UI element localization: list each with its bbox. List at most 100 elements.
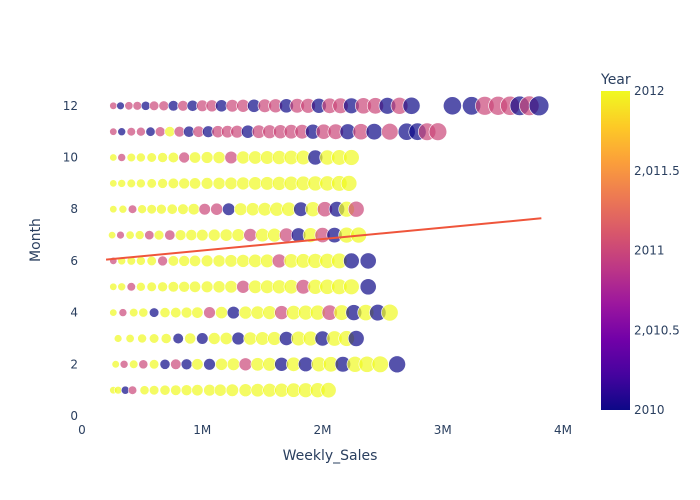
data-point (255, 331, 270, 346)
data-point (144, 230, 155, 241)
data-point (340, 175, 358, 192)
data-point (167, 151, 179, 164)
data-point (118, 308, 128, 317)
data-point (178, 177, 190, 190)
data-point (250, 383, 265, 398)
data-point (118, 204, 128, 214)
data-point (164, 229, 176, 241)
y-axis: 0 2 4 6 8 10 12 (63, 99, 78, 423)
data-point (117, 127, 126, 136)
data-point (125, 230, 135, 240)
data-point (167, 281, 179, 293)
data-point (347, 330, 365, 347)
data-point (126, 127, 136, 137)
data-point (149, 333, 160, 344)
y-axis-title: Month (28, 218, 44, 262)
y-tick-label: 2 (70, 357, 78, 371)
data-point (212, 151, 226, 164)
data-point (428, 122, 448, 141)
data-point (238, 305, 253, 320)
data-point (137, 333, 147, 344)
data-point (132, 101, 143, 111)
data-point (149, 359, 160, 370)
x-tick-label: 2M (314, 423, 332, 437)
data-point (108, 231, 117, 240)
data-point (381, 122, 399, 141)
data-point (238, 357, 253, 372)
data-point (109, 308, 118, 317)
data-point (191, 358, 204, 371)
data-point (236, 279, 250, 294)
data-point (365, 123, 383, 141)
data-point (347, 200, 365, 218)
y-tick-label: 12 (63, 99, 78, 113)
data-point (146, 281, 157, 292)
data-point (154, 126, 166, 137)
data-point (180, 306, 193, 319)
data-point (136, 256, 146, 266)
data-point (200, 177, 214, 190)
colorbar-tick-label: 2,010.5 (634, 323, 680, 337)
data-point (359, 252, 377, 270)
data-point (200, 254, 214, 268)
colorbar-tick-label: 2012 (634, 84, 665, 98)
data-point (243, 228, 258, 242)
data-point (248, 253, 263, 268)
x-tick-label: 4M (554, 423, 572, 437)
data-point (149, 307, 160, 318)
data-point (159, 384, 171, 396)
data-point (139, 385, 150, 396)
data-point (215, 306, 228, 319)
data-point (343, 252, 360, 270)
data-point (126, 178, 136, 188)
data-point (113, 334, 123, 343)
colorbar-tick-label: 2010 (634, 403, 665, 417)
data-point (210, 202, 224, 216)
data-point (219, 228, 233, 242)
data-point (136, 178, 146, 189)
data-point (388, 355, 406, 374)
data-point (234, 202, 248, 216)
data-point (149, 385, 160, 396)
colorbar-title: Year (600, 72, 631, 88)
x-axis: 0 1M 2M 3M 4M (78, 423, 572, 437)
data-point (156, 203, 167, 215)
data-point (528, 95, 550, 117)
data-point (231, 331, 246, 346)
data-point (248, 150, 263, 165)
data-point (224, 280, 238, 294)
data-point (219, 331, 233, 345)
data-point (343, 149, 360, 166)
data-point (184, 332, 197, 345)
data-point (166, 203, 178, 215)
data-point (213, 383, 227, 397)
data-point (157, 281, 168, 293)
data-point (172, 332, 184, 345)
data-point (343, 278, 360, 295)
data-point (178, 280, 190, 293)
data-point (215, 357, 228, 371)
data-point (185, 229, 198, 241)
data-point (212, 280, 226, 294)
data-point (189, 151, 202, 164)
data-point (200, 280, 214, 293)
y-tick-label: 10 (63, 151, 78, 165)
data-point (226, 306, 241, 320)
data-point (167, 100, 179, 112)
data-point (442, 96, 462, 116)
data-point (125, 333, 135, 343)
data-point (359, 278, 377, 296)
data-point (208, 332, 221, 345)
data-point (203, 306, 216, 319)
trendline-line (105, 217, 542, 261)
data-point (159, 307, 171, 318)
data-point (109, 179, 118, 188)
data-point (138, 307, 149, 318)
data-point (236, 176, 250, 191)
trendline (105, 217, 542, 261)
data-point (146, 178, 157, 189)
data-point (226, 357, 241, 371)
colorbar-gradient (601, 91, 630, 410)
data-point (167, 255, 179, 267)
data-point (203, 358, 216, 371)
